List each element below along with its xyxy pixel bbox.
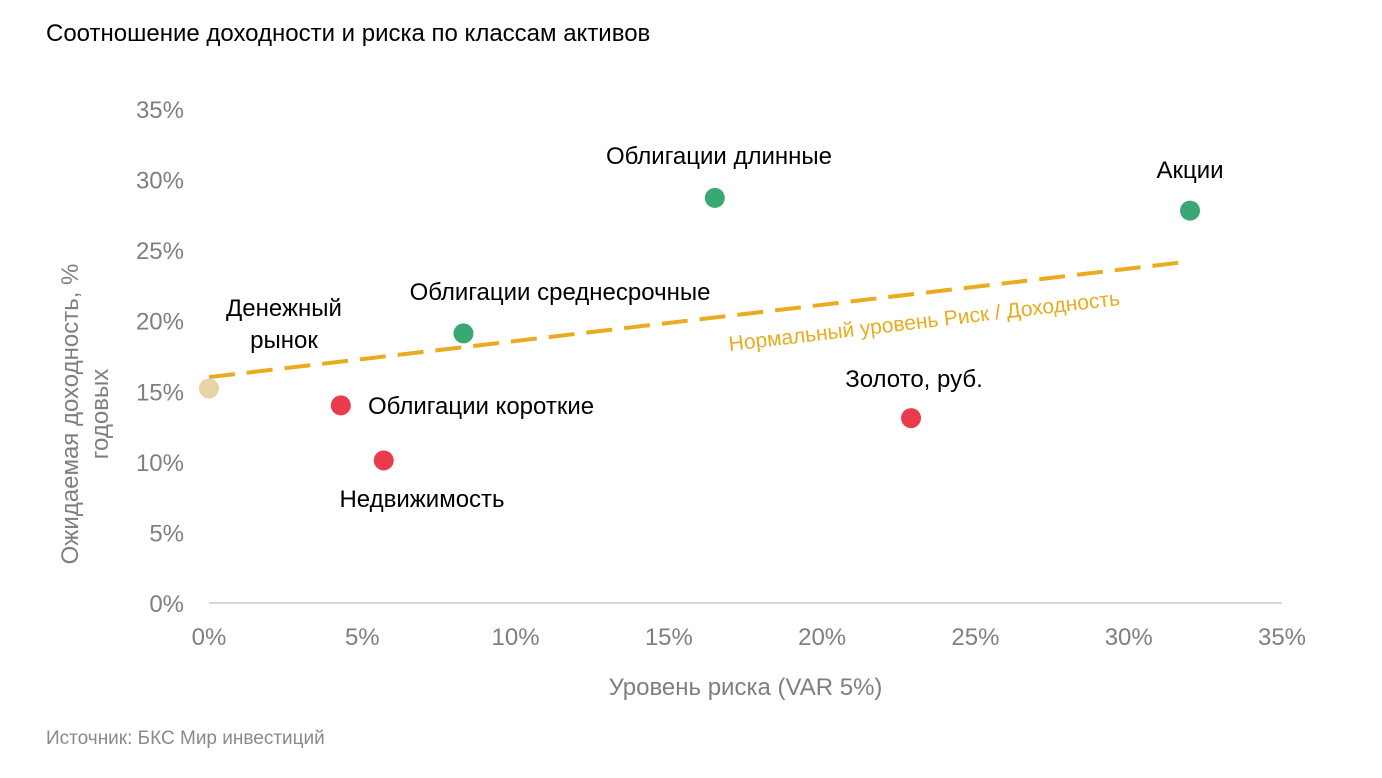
- data-point-label: Облигации короткие: [368, 393, 594, 420]
- x-axis-title: Уровень риска (VAR 5%): [609, 674, 883, 701]
- y-axis-title: Ожидаемая доходность, % годовых: [57, 264, 114, 565]
- trend-line-label: Нормальный уровень Риск / Доходность: [727, 287, 1121, 356]
- y-tick-label: 30%: [136, 168, 184, 195]
- x-tick-label: 0%: [192, 624, 227, 651]
- y-tick-label: 35%: [136, 97, 184, 124]
- x-tick-label: 25%: [951, 624, 999, 651]
- data-points: [199, 187, 1201, 471]
- data-point-label-line: Денежный: [226, 295, 342, 322]
- data-point-label-line: рынок: [250, 327, 318, 354]
- data-point-label: Золото, руб.: [845, 366, 983, 393]
- data-point-label-line: Облигации среднесрочные: [410, 279, 711, 306]
- y-tick-label: 10%: [136, 450, 184, 477]
- data-point-label-line: Недвижимость: [339, 486, 504, 513]
- data-point: [704, 187, 725, 208]
- x-tick-label: 35%: [1258, 624, 1306, 651]
- data-point-label: Облигации среднесрочные: [410, 279, 711, 306]
- y-axis-ticks: 0% 5% 10% 15% 20% 25% 30% 35%: [136, 97, 184, 618]
- trend-line: [208, 259, 1191, 380]
- x-axis-ticks: 0% 5% 10% 15% 20% 25% 30% 35%: [192, 624, 1306, 651]
- data-point: [453, 323, 474, 344]
- y-axis-title-line: годовых: [87, 369, 114, 459]
- data-point-label: Облигации длинные: [606, 143, 832, 170]
- data-point-label-line: Облигации короткие: [368, 393, 594, 420]
- data-point: [199, 378, 219, 399]
- y-tick-label: 15%: [136, 379, 184, 406]
- x-tick-label: 15%: [645, 624, 693, 651]
- data-point-label-line: Облигации длинные: [606, 143, 832, 170]
- data-point-label-line: Золото, руб.: [845, 366, 983, 393]
- data-point-label: Акции: [1156, 157, 1223, 184]
- data-point: [330, 395, 351, 416]
- data-point: [1180, 200, 1201, 221]
- data-point: [373, 450, 394, 471]
- y-axis-title-line: Ожидаемая доходность, %: [57, 264, 84, 565]
- y-tick-label: 25%: [136, 238, 184, 265]
- data-point-labels: Денежный рынок Облигации короткие Недвижимо…: [226, 143, 1223, 513]
- y-tick-label: 20%: [136, 309, 184, 336]
- data-point: [901, 408, 922, 429]
- data-point-label-line: Акции: [1156, 157, 1223, 184]
- data-point-label: Денежный рынок: [226, 295, 342, 354]
- y-tick-label: 0%: [149, 591, 184, 618]
- x-tick-label: 30%: [1105, 624, 1153, 651]
- source-note: Источник: БКС Мир инвестиций: [46, 728, 325, 749]
- x-tick-label: 20%: [798, 624, 846, 651]
- data-point-label: Недвижимость: [339, 486, 504, 513]
- x-tick-label: 10%: [492, 624, 540, 651]
- chart-title: Соотношение доходности и риска по класса…: [46, 20, 651, 47]
- x-tick-label: 5%: [345, 624, 380, 651]
- y-tick-label: 5%: [149, 520, 184, 547]
